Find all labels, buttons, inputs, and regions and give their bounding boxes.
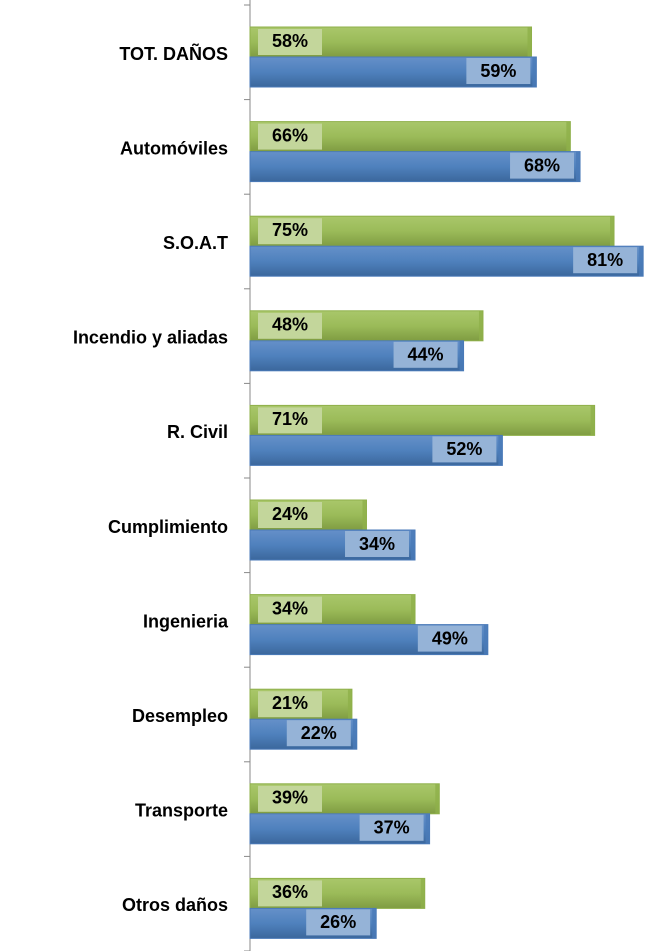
data-label-box [258, 312, 322, 339]
data-label: 34% [272, 598, 308, 618]
bar-edge [590, 405, 595, 436]
data-label: 21% [272, 693, 308, 713]
y-tick-label: Otros daños [122, 895, 228, 915]
data-label: 59% [480, 61, 516, 81]
data-label: 22% [301, 723, 337, 743]
bar-edge [498, 435, 503, 466]
bar-edge [478, 310, 483, 341]
data-label-box [258, 218, 322, 245]
y-tick-label: S.O.A.T [163, 233, 228, 253]
data-label-box [258, 596, 322, 623]
bar-edge [347, 689, 352, 720]
data-label-box [258, 785, 322, 812]
bar-edge [532, 57, 537, 87]
bar-edge [372, 908, 377, 939]
data-label-box [306, 909, 371, 936]
bar-edge [566, 121, 571, 152]
data-label: 36% [272, 882, 308, 902]
data-label: 52% [446, 439, 482, 459]
data-label-box [359, 814, 424, 841]
bar-edge [639, 246, 644, 277]
data-label: 44% [408, 345, 444, 365]
data-label: 37% [374, 818, 410, 838]
data-label: 26% [320, 912, 356, 932]
y-tick-label: Desempleo [132, 706, 228, 726]
data-label-box [466, 58, 531, 84]
data-label-box [258, 880, 322, 907]
data-label: 48% [272, 315, 308, 335]
data-label-box [417, 625, 482, 652]
y-tick-label: R. Civil [167, 422, 228, 442]
bar-edge [425, 813, 430, 844]
bar-edge [610, 216, 615, 247]
data-label-box [258, 502, 322, 528]
data-label-box [432, 436, 497, 463]
data-label-box [286, 720, 351, 747]
data-label-box [573, 247, 638, 274]
y-tick-label: Transporte [135, 801, 228, 821]
data-label: 66% [272, 125, 308, 145]
bar-edge [352, 719, 357, 750]
data-label-box [258, 29, 322, 55]
bar-edge [420, 878, 425, 909]
data-label-box [345, 531, 410, 557]
bar-edge [483, 624, 488, 655]
y-tick-label: Ingenieria [143, 611, 229, 631]
data-label: 81% [587, 250, 623, 270]
data-label: 24% [272, 504, 308, 524]
data-label: 34% [359, 534, 395, 554]
data-label: 71% [272, 409, 308, 429]
bar-edge [411, 530, 416, 560]
data-label: 58% [272, 31, 308, 51]
data-label-box [258, 123, 322, 150]
bar-edge [459, 340, 464, 371]
data-label-box [258, 691, 322, 718]
data-label-box [393, 341, 458, 368]
y-tick-label: Automóviles [120, 138, 228, 158]
data-label: 39% [272, 788, 308, 808]
bar-edge [362, 500, 367, 530]
bar-edge [576, 151, 581, 182]
y-tick-label: Incendio y aliadas [73, 328, 228, 348]
data-label: 75% [272, 220, 308, 240]
bar-edge [435, 783, 440, 814]
y-tick-label: Cumplimiento [108, 517, 228, 537]
data-label-box [510, 152, 575, 179]
data-label-box [258, 407, 322, 434]
bar-edge [527, 27, 532, 57]
data-label: 68% [524, 155, 560, 175]
y-tick-label: TOT. DAÑOS [119, 43, 228, 64]
data-label: 49% [432, 628, 468, 648]
bar-edge [411, 594, 416, 625]
